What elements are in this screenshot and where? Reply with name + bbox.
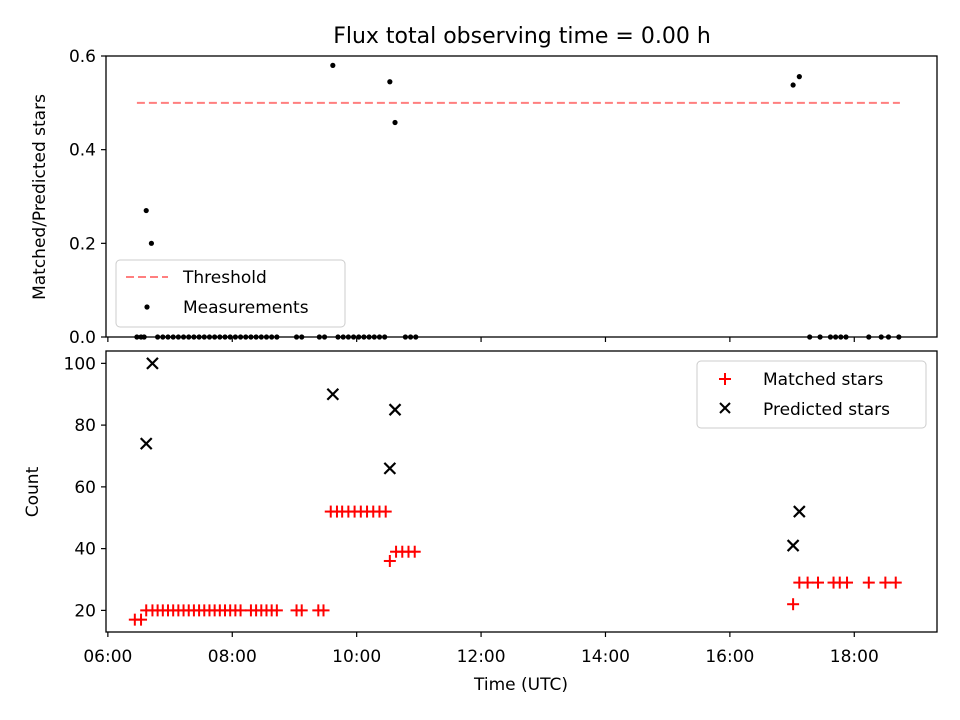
legend-threshold-label: Threshold <box>182 268 267 288</box>
bottom-panel: 20 40 60 80 100 06:00 08:00 10:00 12:00 14:00 16:… <box>23 350 938 695</box>
legend-predicted-swatch <box>719 402 731 414</box>
top-plot-frame <box>105 55 938 338</box>
predicted-star-point <box>383 462 397 475</box>
predicted-marker-b <box>388 403 402 416</box>
predicted-star-point <box>326 387 340 401</box>
bottom-y-tick-label: 80 <box>74 416 96 436</box>
bottom-legend-box <box>696 360 927 429</box>
predicted-marker-b <box>326 387 340 401</box>
matched-star-point <box>879 576 892 589</box>
predicted-marker-b <box>383 462 397 475</box>
matched-star-point <box>135 613 148 626</box>
predicted-star-point <box>793 505 806 518</box>
measurement-point <box>387 79 393 85</box>
matched-star-point <box>270 604 283 617</box>
bottom-y-tick-label: 20 <box>74 601 96 621</box>
bottom-y-tick-label: 60 <box>74 478 96 498</box>
x-tick-label: 08:00 <box>208 647 257 667</box>
measurement-point <box>796 74 802 80</box>
matched-star-point <box>811 576 824 589</box>
bottom-y-axis-label: Count <box>23 466 43 517</box>
predicted-star-point <box>139 437 153 450</box>
legend-matched-label: Matched stars <box>763 370 883 390</box>
top-y-axis-label: Matched/Predicted stars <box>30 94 50 300</box>
measurement-point <box>392 119 398 126</box>
top-y-tick-label: 0.6 <box>69 47 96 67</box>
matched-star-point <box>383 554 396 567</box>
measurement-point <box>148 240 155 246</box>
top-legend: Threshold Measurements <box>115 259 346 328</box>
predicted-marker-b <box>146 357 159 370</box>
bottom-y-tick-label: 100 <box>64 354 96 374</box>
measurement-point <box>790 82 796 88</box>
bottom-plot-frame <box>105 350 938 633</box>
matched-star-point <box>801 576 814 589</box>
matched-star-point <box>234 604 247 617</box>
matched-star-point <box>295 604 308 617</box>
bottom-plot-marks <box>128 357 902 626</box>
top-y-tick-label: 0.4 <box>69 141 96 161</box>
predicted-marker-b <box>793 505 806 518</box>
top-legend-box <box>115 259 346 328</box>
chart-title: Flux total observing time = 0.00 h <box>333 24 711 49</box>
predicted-marker-b <box>139 437 153 450</box>
bottom-x-axis: 06:00 08:00 10:00 12:00 14:00 16:00 18:00 <box>83 632 879 667</box>
x-tick-label: 06:00 <box>83 647 132 667</box>
x-tick-label: 12:00 <box>457 647 506 667</box>
top-panel: 0.0 0.2 0.4 0.6 Matched/Predicted stars Thr… <box>30 47 938 348</box>
matched-star-point <box>317 604 330 617</box>
x-tick-label: 18:00 <box>830 647 879 667</box>
measurement-point <box>143 207 149 214</box>
measurement-point <box>330 62 336 68</box>
predicted-marker-b <box>786 539 800 552</box>
matched-star-point <box>787 598 800 611</box>
top-y-axis: 0.0 0.2 0.4 0.6 <box>69 47 106 348</box>
predicted-star-point <box>388 403 402 416</box>
bottom-y-tick-label: 40 <box>74 540 96 560</box>
bottom-legend: Matched stars Predicted stars <box>696 360 927 429</box>
matched-star-point <box>408 545 421 558</box>
top-y-tick-label: 0.0 <box>69 328 96 348</box>
x-tick-label: 14:00 <box>581 647 630 667</box>
matched-star-point <box>841 576 854 589</box>
legend-measurements-swatch <box>144 304 150 310</box>
matched-star-point <box>379 505 392 518</box>
matched-star-point <box>862 576 875 589</box>
predicted-star-point <box>146 357 159 370</box>
top-x-ticks <box>107 337 855 342</box>
x-axis-label: Time (UTC) <box>473 675 568 695</box>
legend-matched-swatch <box>719 373 731 385</box>
matched-star-point <box>889 576 902 589</box>
predicted-star-point <box>786 539 800 552</box>
legend-predicted-label: Predicted stars <box>763 400 890 420</box>
top-y-tick-label: 0.2 <box>69 234 96 254</box>
x-tick-label: 16:00 <box>705 647 754 667</box>
bottom-y-axis: 20 40 60 80 100 <box>64 354 106 621</box>
x-tick-label: 10:00 <box>332 647 381 667</box>
legend-measurements-label: Measurements <box>183 298 309 318</box>
